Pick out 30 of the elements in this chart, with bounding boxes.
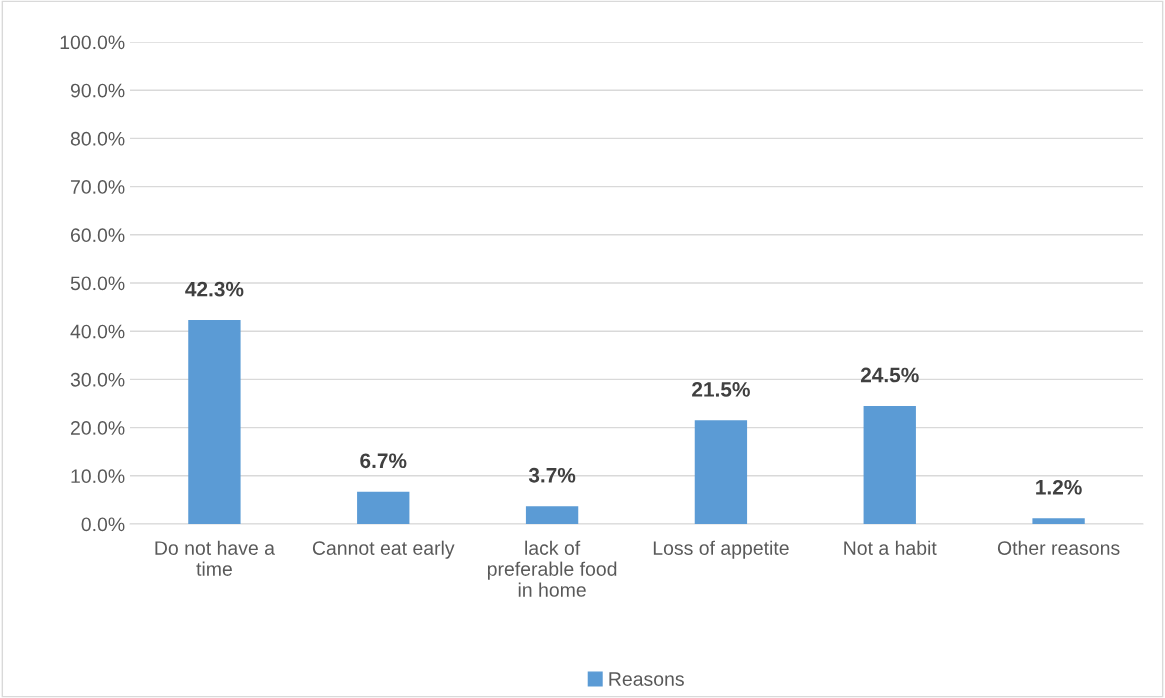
x-tick-label: Not a habit bbox=[844, 540, 937, 555]
x-tick-label: Loss of appetite bbox=[653, 540, 789, 559]
y-tick-label: 40.0% bbox=[70, 324, 125, 339]
legend-label: Reasons bbox=[609, 672, 684, 686]
bar bbox=[188, 320, 241, 524]
bar bbox=[694, 420, 748, 524]
y-tick-label: 60.0% bbox=[71, 228, 125, 243]
data-label: 24.5% bbox=[860, 367, 919, 383]
y-tick-label: 50.0% bbox=[70, 276, 125, 291]
bar bbox=[525, 506, 579, 524]
y-tick-label: 10.0% bbox=[71, 469, 125, 484]
bar bbox=[863, 405, 916, 524]
data-label: 6.7% bbox=[360, 453, 407, 469]
x-tick-label: Other reasons bbox=[997, 540, 1120, 555]
y-tick-label: 0.0% bbox=[81, 517, 125, 532]
y-tick-label: 30.0% bbox=[70, 372, 125, 387]
x-tick-label: Cannot eat early bbox=[312, 540, 455, 559]
y-tick-label: 20.0% bbox=[70, 421, 125, 435]
data-label: 1.2% bbox=[1036, 479, 1082, 495]
data-label: 3.7% bbox=[528, 467, 576, 483]
x-tick-label: lack of preferable food in home bbox=[487, 540, 617, 597]
y-tick-label: 100.0% bbox=[60, 35, 125, 50]
data-label: 42.3% bbox=[185, 281, 244, 297]
y-tick-label: 80.0% bbox=[70, 131, 125, 146]
x-tick-label: Do not have a time bbox=[155, 540, 275, 576]
y-tick-label: 70.0% bbox=[71, 180, 125, 194]
y-tick-label: 90.0% bbox=[70, 83, 125, 98]
bar bbox=[1032, 518, 1085, 524]
bar bbox=[357, 491, 410, 524]
data-label: 21.5% bbox=[692, 382, 750, 397]
